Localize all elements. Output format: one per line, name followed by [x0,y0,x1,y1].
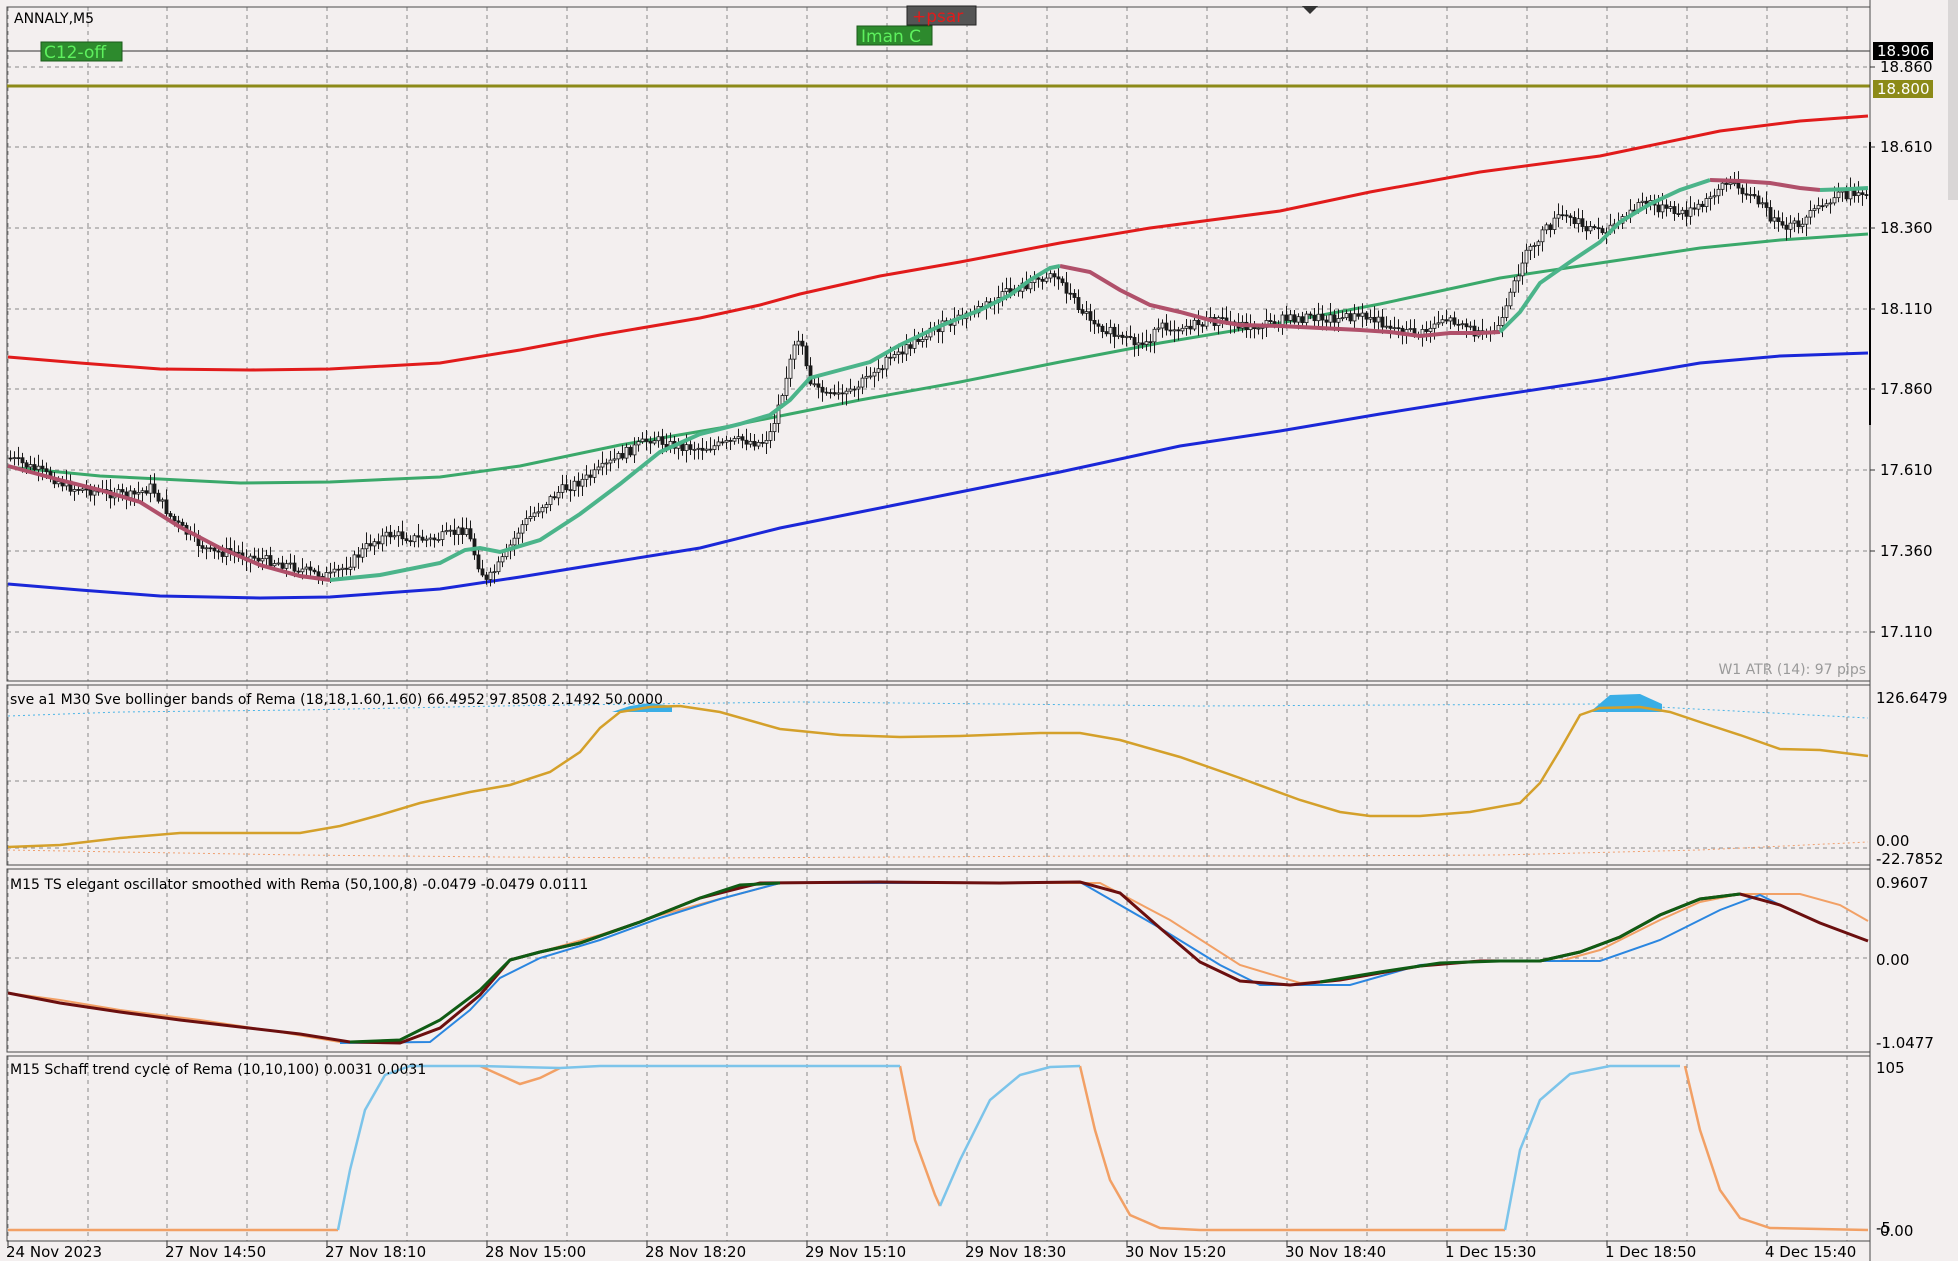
upper-band-line [7,114,1869,372]
svg-text:126.6479: 126.6479 [1876,689,1948,707]
svg-text:28 Nov 18:20: 28 Nov 18:20 [645,1243,746,1261]
svg-text:17.860: 17.860 [1880,380,1933,398]
svg-text:17.610: 17.610 [1880,461,1933,479]
price-axis-tick: 17.610 [1870,461,1933,479]
iman-badge[interactable]: Iman C [856,25,933,47]
price-axis-tick: 17.360 [1870,542,1933,560]
rema-green-line [329,178,1869,582]
current-price-tag[interactable]: 18.906 [1873,42,1933,60]
time-axis-tick: 24 Nov 2023 [6,1241,102,1261]
schaff-axis-tick: 0.00 [1880,1222,1913,1240]
c12-badge[interactable]: C12-off [40,41,123,63]
time-axis[interactable]: 24 Nov 2023 27 Nov 14:50 27 Nov 18:10 28… [6,1241,1856,1261]
svg-text:105: 105 [1876,1059,1905,1077]
price-axis-tick: 18.360 [1870,219,1933,237]
price-axis-tick: 18.610 [1870,138,1933,156]
svg-text:-1.0477: -1.0477 [1876,1034,1934,1052]
price-axis[interactable]: 18.860 18.610 18.360 18.110 17.860 17.61… [1869,0,1948,1261]
svg-text:27 Nov 14:50: 27 Nov 14:50 [165,1243,266,1261]
svg-text:18.360: 18.360 [1880,219,1933,237]
bollinger-title: sve a1 M30 Sve bollinger bands of Rema (… [10,692,663,708]
time-axis-tick: 30 Nov 15:20 [1125,1241,1226,1261]
price-axis-tick: 18.110 [1870,300,1933,318]
svg-text:-22.7852: -22.7852 [1876,850,1943,868]
svg-text:30 Nov 18:40: 30 Nov 18:40 [1285,1243,1386,1261]
iman-badge-label: Iman C [861,27,921,47]
psar-badge[interactable]: +psar [906,5,977,27]
c12-badge-label: C12-off [44,43,107,63]
time-axis-tick: 28 Nov 15:00 [485,1241,586,1261]
atr-label: W1 ATR (14): 97 pips [1718,662,1866,678]
svg-text:18.610: 18.610 [1880,138,1933,156]
time-axis-tick: 28 Nov 18:20 [645,1241,746,1261]
svg-text:17.360: 17.360 [1880,542,1933,560]
time-axis-tick: 29 Nov 15:10 [805,1241,906,1261]
symbol-label: ANNALY,M5 [14,11,94,27]
level-price-tag[interactable]: 18.800 [1873,80,1933,98]
schaff-up-line [336,1064,1680,1231]
rema-line [7,178,1821,582]
elegant-title: M15 TS elegant oscillator smoothed with … [10,877,588,893]
elegant-axis-tick: 0.9607 [1876,874,1929,892]
bollinger-pane[interactable]: sve a1 M30 Sve bollinger bands of Rema (… [6,684,1871,866]
time-axis-tick: 4 Dec 15:40 [1765,1241,1856,1261]
svg-text:4 Dec 15:40: 4 Dec 15:40 [1765,1243,1856,1261]
lower-band-line [7,351,1869,600]
schaff-down-line [8,1064,1869,1232]
svg-text:0.00: 0.00 [1876,951,1909,969]
svg-text:29 Nov 15:10: 29 Nov 15:10 [805,1243,906,1261]
svg-text:18.860: 18.860 [1880,58,1933,76]
price-axis-tick: 17.110 [1870,623,1933,641]
price-axis-tick: 18.860 [1870,58,1933,76]
svg-text:18.906: 18.906 [1877,42,1930,60]
schaff-axis-tick: 105 [1876,1059,1905,1077]
vertical-scrollbar[interactable] [1948,0,1958,200]
elegant-smoothed-line [339,880,1781,1044]
bollinger-axis-tick: 0.00 [1876,832,1909,850]
svg-text:0.00: 0.00 [1876,832,1909,850]
svg-text:0.00: 0.00 [1880,1222,1913,1240]
bollinger-axis-tick: -22.7852 [1876,850,1943,868]
elegant-up-line [349,881,1741,1044]
elegant-oscillator-pane[interactable]: M15 TS elegant oscillator smoothed with … [6,868,1871,1053]
svg-text:18.800: 18.800 [1877,80,1930,98]
time-axis-tick: 27 Nov 14:50 [165,1241,266,1261]
time-axis-tick: 30 Nov 18:40 [1285,1241,1386,1261]
bollinger-main-line [7,704,1869,849]
svg-text:17.110: 17.110 [1880,623,1933,641]
svg-text:29 Nov 18:30: 29 Nov 18:30 [965,1243,1066,1261]
time-axis-tick: 29 Nov 18:30 [965,1241,1066,1261]
main-price-pane[interactable]: ANNALY,M5 +psar Iman C C12-off W1 ATR (1… [6,5,1871,682]
psar-badge-label: +psar [912,7,963,27]
price-axis-tick: 17.860 [1870,380,1933,398]
schaff-pane[interactable]: M15 Schaff trend cycle of Rema (10,10,10… [6,1055,1871,1242]
time-axis-tick: 27 Nov 18:10 [325,1241,426,1261]
svg-text:0.9607: 0.9607 [1876,874,1929,892]
svg-text:18.110: 18.110 [1880,300,1933,318]
bollinger-axis-tick: 126.6479 [1876,689,1948,707]
time-axis-tick: 1 Dec 15:30 [1445,1241,1536,1261]
schaff-title: M15 Schaff trend cycle of Rema (10,10,10… [10,1062,426,1078]
mid-band-line [7,232,1869,485]
svg-text:1 Dec 15:30: 1 Dec 15:30 [1445,1243,1536,1261]
time-axis-tick: 1 Dec 18:50 [1605,1241,1696,1261]
elegant-axis-tick: -1.0477 [1876,1034,1934,1052]
svg-text:24 Nov 2023: 24 Nov 2023 [6,1243,102,1261]
svg-text:28 Nov 15:00: 28 Nov 15:00 [485,1243,586,1261]
elegant-axis-tick: 0.00 [1876,951,1909,969]
svg-text:27 Nov 18:10: 27 Nov 18:10 [325,1243,426,1261]
svg-text:-5: -5 [1876,1219,1891,1237]
svg-text:30 Nov 15:20: 30 Nov 15:20 [1125,1243,1226,1261]
schaff-axis-tick: -5 [1876,1219,1891,1237]
shift-marker-icon[interactable] [1302,6,1318,14]
svg-text:1 Dec 18:50: 1 Dec 18:50 [1605,1243,1696,1261]
